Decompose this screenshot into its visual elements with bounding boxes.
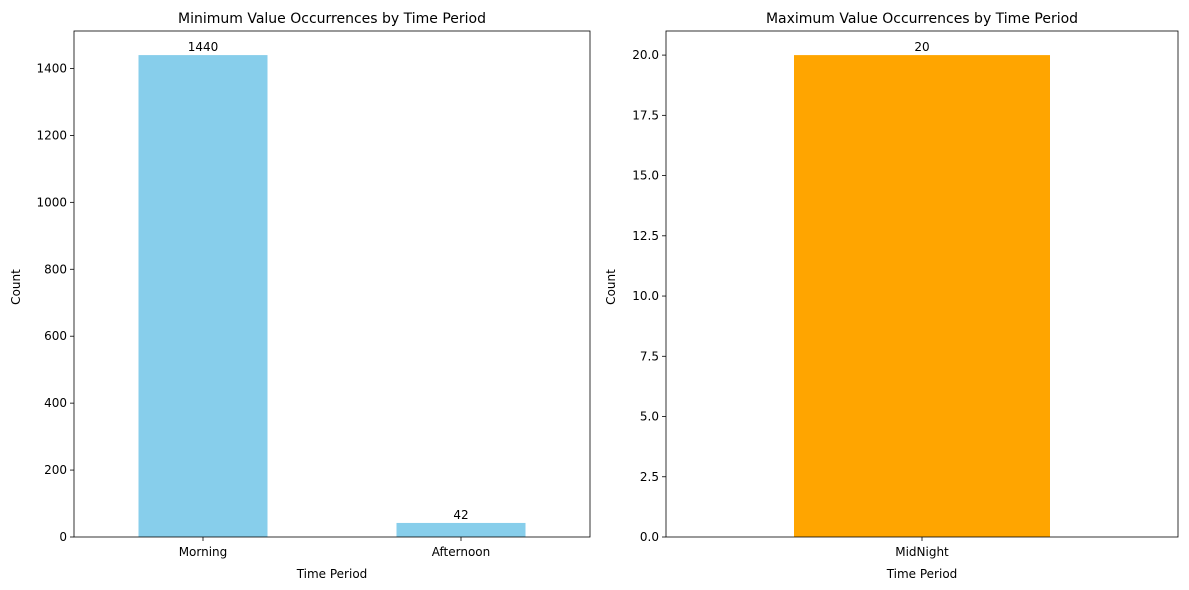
chart-left-xlabel: Time Period: [296, 567, 368, 581]
chart-left-title: Minimum Value Occurrences by Time Period: [178, 11, 486, 27]
chart-right-y-tick-label: 17.5: [632, 108, 659, 122]
chart-right-y-tick-label: 7.5: [640, 349, 659, 363]
chart-right-y-tick-label: 2.5: [640, 470, 659, 484]
chart-left-axes-frame: [73, 30, 591, 538]
chart-left-bar: [138, 55, 268, 537]
chart-right-bar: [794, 55, 1050, 537]
chart-left-x-tick-label: Afternoon: [432, 545, 491, 559]
chart-left-y-tick-label: 200: [44, 463, 67, 477]
chart-right-title: Maximum Value Occurrences by Time Period: [766, 11, 1078, 27]
chart-right-plot: 20 MidNight 0.0 2.5 5.0 7.5 10.0 12.5 15.0 17.5 20…: [632, 30, 1179, 559]
chart-left-bar: [396, 522, 526, 537]
chart-left-y-tick-label: 0: [59, 530, 67, 544]
chart-left-plot: 1440 Morning 42 Afternoon 0 200 400 600 800 1000 1…: [36, 30, 591, 559]
chart-left-y-tick-label: 600: [44, 329, 67, 343]
chart-left-y-tick-label: 1200: [36, 128, 67, 142]
chart-right-y-tick-label: 15.0: [632, 169, 659, 183]
chart-left-data-label: 42: [453, 508, 468, 522]
chart-left-y-tick-label: 400: [44, 396, 67, 410]
chart-left-y-tick-label: 800: [44, 262, 67, 276]
chart-left-y-tick-label: 1400: [36, 61, 67, 75]
chart-left-x-tick-label: Morning: [179, 545, 228, 559]
chart-right-axes-frame: [665, 30, 1179, 538]
chart-right-y-tick-label: 12.5: [632, 229, 659, 243]
chart-left: Minimum Value Occurrences by Time Period…: [9, 11, 591, 581]
chart-right: Maximum Value Occurrences by Time Period…: [604, 11, 1179, 581]
chart-right-x-tick-label: MidNight: [895, 545, 949, 559]
chart-right-ylabel: Count: [604, 269, 618, 305]
chart-right-y-tick-label: 0.0: [640, 530, 659, 544]
chart-right-data-label: 20: [914, 40, 929, 54]
chart-right-y-tick-label: 20.0: [632, 48, 659, 62]
chart-left-y-tick-label: 1000: [36, 195, 67, 209]
chart-right-y-tick-label: 5.0: [640, 410, 659, 424]
chart-left-data-label: 1440: [188, 40, 219, 54]
chart-left-ylabel: Count: [9, 269, 23, 305]
chart-right-y-tick-label: 10.0: [632, 289, 659, 303]
chart-right-xlabel: Time Period: [886, 567, 958, 581]
